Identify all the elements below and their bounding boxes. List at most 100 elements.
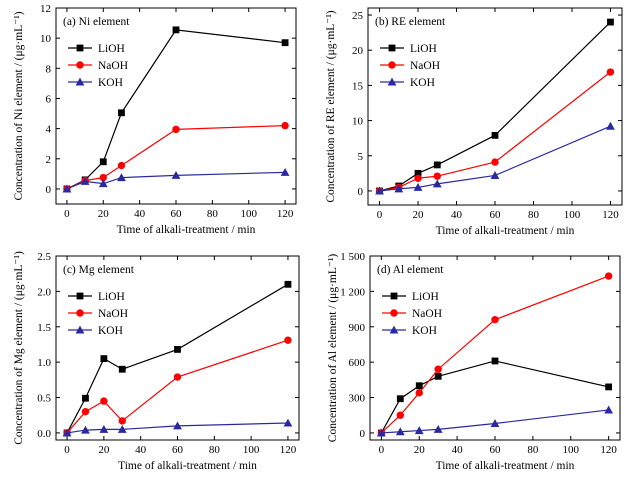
- y-tick-label: 1 500: [340, 251, 365, 263]
- x-tick-label: 60: [490, 209, 502, 221]
- chart-panel-3: 0 20 40 60 80 100 120 0.0 0.5 1.0 1.5 2.0 2.5 Time of…: [13, 251, 300, 472]
- data-point: [414, 169, 422, 177]
- data-point: [281, 121, 289, 130]
- y-tick-label: 0: [46, 184, 52, 196]
- x-axis-title: Time of alkali-treatment / min: [117, 224, 256, 236]
- y-tick-label: 1 200: [340, 286, 365, 298]
- x-axis-title: Time of alkali-treatment / min: [436, 460, 575, 472]
- y-tick-label: 8: [46, 63, 52, 75]
- data-point: [434, 365, 442, 373]
- x-tick-label: 40: [134, 208, 146, 220]
- data-point: [174, 346, 181, 353]
- x-tick-label: 80: [528, 209, 540, 221]
- y-tick-label: 2.0: [37, 286, 51, 298]
- legend-marker: [76, 61, 84, 69]
- y-axis-title: Concentration of Al element / (μg·mL⁻¹): [327, 254, 339, 443]
- x-tick-label: 100: [243, 444, 260, 456]
- y-tick-label: 0.0: [37, 428, 51, 440]
- x-tick-label: 60: [171, 208, 183, 220]
- series-koh: [376, 405, 614, 437]
- data-point: [604, 272, 613, 280]
- data-point: [434, 372, 442, 380]
- data-point: [281, 39, 289, 47]
- y-tick-label: 20: [352, 45, 364, 57]
- data-point: [491, 158, 499, 166]
- data-point: [173, 421, 182, 430]
- data-point: [118, 365, 126, 373]
- y-tick-label: 2: [46, 154, 52, 166]
- legend-label: KOH: [410, 77, 435, 89]
- data-point: [413, 183, 423, 191]
- data-point: [99, 173, 107, 182]
- data-point: [280, 167, 290, 176]
- data-point: [118, 417, 126, 425]
- legend-marker: [388, 61, 396, 69]
- legend-marker: [75, 77, 85, 86]
- series-line: [66, 339, 289, 434]
- x-tick-label: 100: [564, 209, 581, 221]
- series-lioh: [63, 280, 292, 437]
- data-point: [80, 176, 90, 185]
- legend-label: NaOH: [98, 308, 128, 320]
- data-point: [491, 131, 499, 139]
- legend-label: LiOH: [98, 291, 125, 303]
- data-point: [98, 179, 108, 188]
- legend-marker: [76, 309, 84, 317]
- x-tick-label: 60: [490, 444, 502, 456]
- data-point: [491, 315, 499, 324]
- legend-marker: [387, 77, 397, 86]
- legend-label: KOH: [98, 77, 123, 89]
- y-tick-label: 0: [358, 186, 364, 198]
- data-point: [606, 121, 615, 130]
- legend-label: KOH: [98, 325, 123, 337]
- x-tick-label: 120: [277, 208, 294, 220]
- y-tick-label: 300: [349, 393, 366, 405]
- series-line: [66, 422, 288, 434]
- panel-title: (c) Mg element: [63, 264, 135, 276]
- data-point: [100, 355, 108, 363]
- data-point: [414, 426, 424, 435]
- legend-marker: [390, 292, 398, 300]
- data-point: [396, 395, 404, 403]
- legend-label: LiOH: [412, 291, 439, 303]
- y-tick-label: 10: [40, 33, 52, 45]
- y-tick-label: 25: [352, 10, 364, 22]
- series-line: [66, 125, 286, 190]
- y-tick-label: 600: [349, 357, 366, 369]
- legend-label: NaOH: [98, 60, 128, 72]
- x-tick-label: 80: [209, 444, 221, 456]
- x-tick-label: 100: [240, 208, 257, 220]
- data-point: [376, 428, 386, 437]
- y-tick-label: 1.0: [37, 357, 51, 369]
- legend-marker: [390, 309, 398, 317]
- data-point: [607, 18, 614, 26]
- data-point: [606, 68, 615, 76]
- data-point: [117, 173, 126, 182]
- data-point: [117, 161, 126, 170]
- data-point: [171, 170, 181, 179]
- data-point: [415, 389, 423, 397]
- data-point: [395, 427, 405, 436]
- y-tick-label: 0.5: [37, 393, 51, 405]
- x-tick-label: 0: [64, 208, 70, 220]
- legend-marker: [389, 325, 399, 334]
- x-tick-label: 20: [414, 444, 426, 456]
- chart-panel-1: 0 20 40 60 80 100 120 0 2 4 6 8 10 12 Time of alkali-t…: [13, 3, 297, 236]
- y-tick-label: 12: [40, 3, 51, 15]
- series-naoh: [63, 121, 289, 193]
- chart-panel-2: 0 20 40 60 80 100 120 0 5 10 15 20 25 Time of alkali-…: [325, 7, 623, 237]
- data-point: [172, 26, 180, 34]
- data-point: [284, 336, 292, 344]
- y-tick-label: 900: [349, 322, 366, 334]
- series-line: [379, 125, 611, 192]
- panel-title: (b) RE element: [375, 16, 446, 28]
- x-tick-label: 120: [602, 209, 619, 221]
- data-point: [99, 158, 107, 166]
- x-tick-label: 0: [377, 209, 383, 221]
- legend-label: NaOH: [410, 60, 440, 72]
- x-tick-label: 60: [172, 444, 184, 456]
- series-naoh: [377, 272, 613, 437]
- data-point: [173, 373, 182, 381]
